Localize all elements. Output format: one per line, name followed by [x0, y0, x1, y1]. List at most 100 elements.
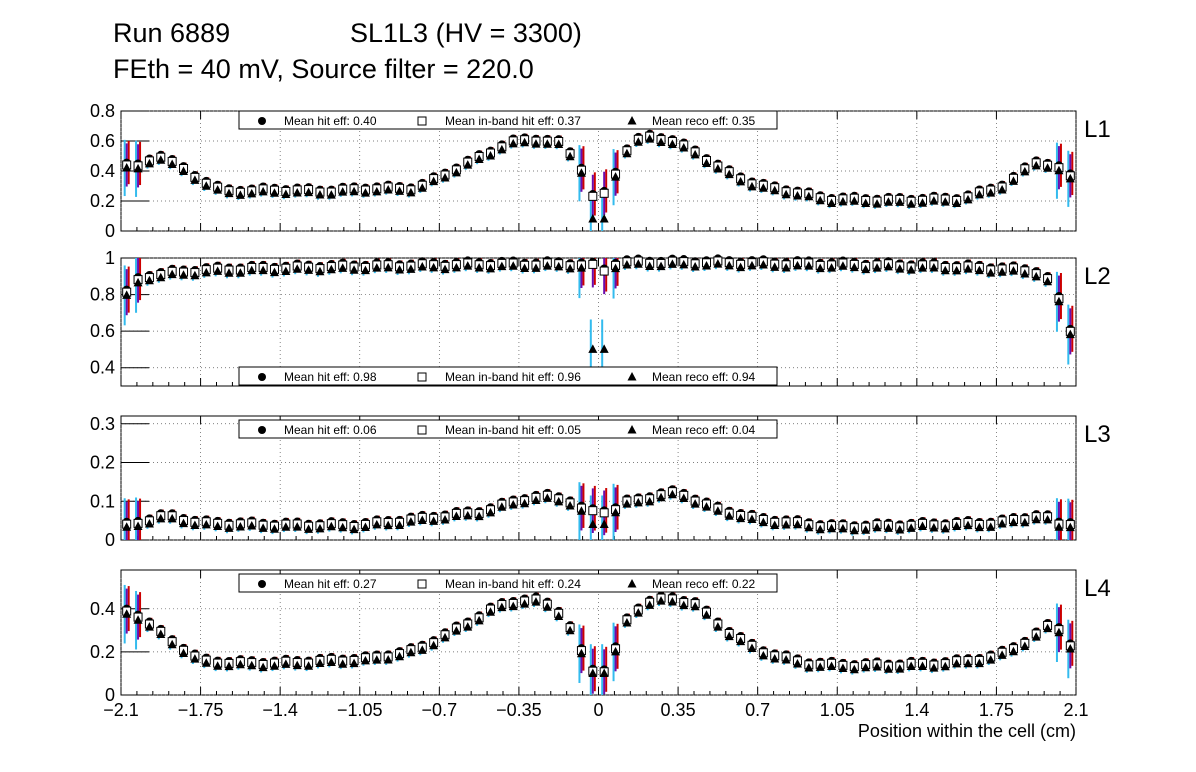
marker-reco: [406, 647, 416, 657]
legend-label-reco: Mean reco eff: 0.35: [652, 114, 756, 128]
marker-reco: [747, 260, 757, 270]
marker-reco: [622, 148, 632, 158]
marker-reco: [395, 520, 405, 529]
marker-reco: [895, 664, 905, 673]
marker-inband: [588, 259, 598, 269]
marker-reco: [542, 139, 552, 148]
y-tick-label: 0.4: [90, 599, 115, 619]
marker-reco: [179, 166, 189, 176]
marker-reco: [986, 522, 996, 531]
marker-reco: [201, 658, 211, 667]
marker-reco: [713, 506, 723, 515]
marker-reco: [849, 262, 859, 272]
legend-marker-inband: [417, 579, 427, 589]
marker-reco: [485, 263, 495, 273]
panels-group: 0 0.2 0.4 0.6 0.8 Mean hit eff: 0.40 Mean in-b…: [90, 101, 1111, 705]
marker-reco: [1031, 514, 1041, 524]
marker-reco: [213, 521, 223, 530]
marker-reco: [838, 663, 848, 673]
marker-reco: [201, 267, 211, 277]
marker-reco: [667, 259, 677, 268]
marker-reco: [474, 262, 484, 272]
marker-reco: [440, 632, 450, 642]
marker-reco: [463, 261, 473, 270]
marker-reco: [849, 525, 859, 535]
marker-reco: [781, 519, 791, 529]
marker-reco: [906, 199, 916, 208]
marker-reco: [372, 655, 382, 664]
marker-reco: [929, 522, 939, 532]
chart-title-run: Run 6889: [113, 18, 230, 48]
marker-reco: [758, 517, 768, 527]
marker-reco: [986, 188, 996, 197]
marker-reco: [713, 259, 723, 268]
marker-reco: [918, 521, 928, 531]
x-axis: −2.1 −1.75 −1.4 −1.05 −0.7 −0.35 0 0.35 0.7 1.05 1…: [103, 700, 1088, 720]
marker-reco: [667, 597, 677, 606]
marker-reco: [269, 188, 279, 197]
marker-reco: [315, 266, 325, 276]
x-axis-label: Position within the cell (cm): [858, 721, 1076, 741]
marker-reco: [247, 188, 257, 198]
marker-reco: [281, 266, 291, 275]
marker-reco: [656, 261, 666, 271]
marker-reco: [918, 198, 928, 207]
y-tick-label: 0.1: [90, 491, 115, 511]
marker-reco: [565, 263, 575, 273]
y-tick-label: 0: [105, 685, 115, 705]
marker-inband: [588, 191, 598, 201]
marker-reco: [395, 651, 405, 661]
marker-reco: [372, 186, 382, 196]
marker-reco: [1065, 329, 1075, 339]
marker-reco: [554, 261, 564, 271]
marker-reco: [326, 521, 336, 531]
marker-reco: [963, 658, 973, 668]
marker-reco: [770, 262, 780, 271]
x-tick-label: −0.35: [496, 700, 542, 720]
marker-reco: [167, 159, 177, 168]
marker-reco: [429, 516, 439, 525]
marker-reco: [395, 186, 405, 195]
marker-reco: [1020, 166, 1030, 176]
marker-reco: [372, 519, 382, 529]
marker-reco: [690, 262, 700, 271]
x-tick-label: 2.1: [1063, 700, 1088, 720]
marker-reco: [474, 615, 484, 625]
marker-inband: [599, 266, 609, 276]
marker-reco: [338, 659, 348, 668]
marker-reco: [395, 265, 405, 274]
y-tick-label: 0.6: [90, 321, 115, 341]
y-tick-label: 0: [105, 530, 115, 550]
marker-reco: [326, 264, 336, 274]
layer-label-l3: L3: [1084, 421, 1111, 448]
marker-reco: [133, 277, 143, 287]
marker-reco: [247, 265, 257, 275]
marker-reco: [179, 648, 189, 657]
legend-label-reco: Mean reco eff: 0.22: [652, 577, 756, 591]
marker-reco: [1054, 627, 1064, 637]
marker-reco: [508, 500, 518, 509]
marker-reco: [554, 139, 564, 149]
marker-reco: [144, 518, 154, 528]
y-tick-label: 1: [105, 248, 115, 268]
marker-reco: [997, 267, 1007, 276]
marker-reco: [406, 187, 416, 197]
marker-reco: [622, 259, 632, 269]
legend: Mean hit eff: 0.98 Mean in-band hit eff: …: [238, 366, 778, 386]
marker-reco: [235, 659, 245, 669]
marker-reco: [736, 176, 746, 186]
marker-reco: [827, 198, 837, 207]
marker-reco: [849, 196, 859, 205]
marker-reco: [895, 264, 905, 273]
x-tick-label: 1.05: [820, 700, 855, 720]
marker-reco: [144, 158, 154, 168]
marker-reco: [861, 264, 871, 274]
marker-reco: [633, 137, 643, 146]
x-tick-label: 0: [593, 700, 603, 720]
marker-reco: [781, 654, 791, 664]
y-tick-label: 0.4: [90, 358, 115, 378]
marker-reco: [258, 265, 268, 275]
marker-reco: [736, 262, 746, 272]
marker-reco: [520, 498, 530, 508]
marker-reco: [292, 522, 302, 531]
